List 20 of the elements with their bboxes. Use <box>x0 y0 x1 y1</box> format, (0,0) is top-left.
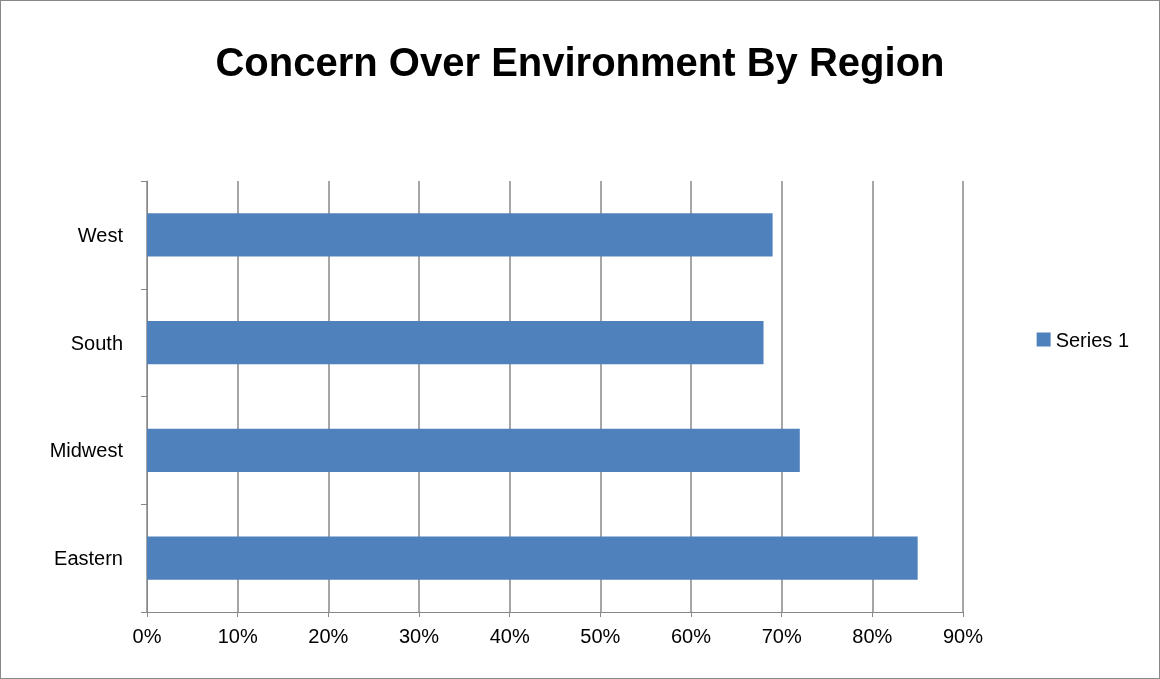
legend-label: Series 1 <box>1055 328 1130 351</box>
x-tick-label: 50% <box>580 625 621 647</box>
y-tick-label: South <box>70 331 123 354</box>
x-tick-label: 90% <box>942 625 984 647</box>
bar <box>147 213 773 257</box>
bar <box>147 321 764 365</box>
x-tick-label: 20% <box>308 625 349 647</box>
x-tick-label: 70% <box>761 625 802 647</box>
chart-title: Concern Over Environment By Region <box>215 40 945 84</box>
y-tick-label: Midwest <box>49 439 124 462</box>
x-tick-label: 80% <box>852 625 893 647</box>
bar <box>147 536 918 580</box>
bar <box>147 428 800 472</box>
x-tick-label: 30% <box>398 625 440 647</box>
x-tick-label: 60% <box>670 625 712 647</box>
x-tick-label: 0% <box>132 625 162 647</box>
y-tick-label: West <box>77 223 124 246</box>
x-tick-label: 40% <box>489 625 530 647</box>
x-tick-label: 10% <box>217 625 258 647</box>
y-tick-label: Eastern <box>54 547 123 570</box>
